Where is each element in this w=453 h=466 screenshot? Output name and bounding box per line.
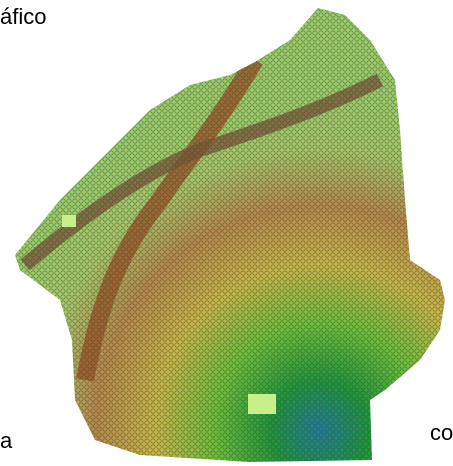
point-cloud bbox=[0, 0, 453, 466]
label-top-left: áfico bbox=[0, 4, 46, 29]
label-bottom-right: co bbox=[430, 420, 453, 445]
label-bottom-left: a bbox=[0, 428, 13, 453]
map-view: áfico a co bbox=[0, 0, 453, 466]
